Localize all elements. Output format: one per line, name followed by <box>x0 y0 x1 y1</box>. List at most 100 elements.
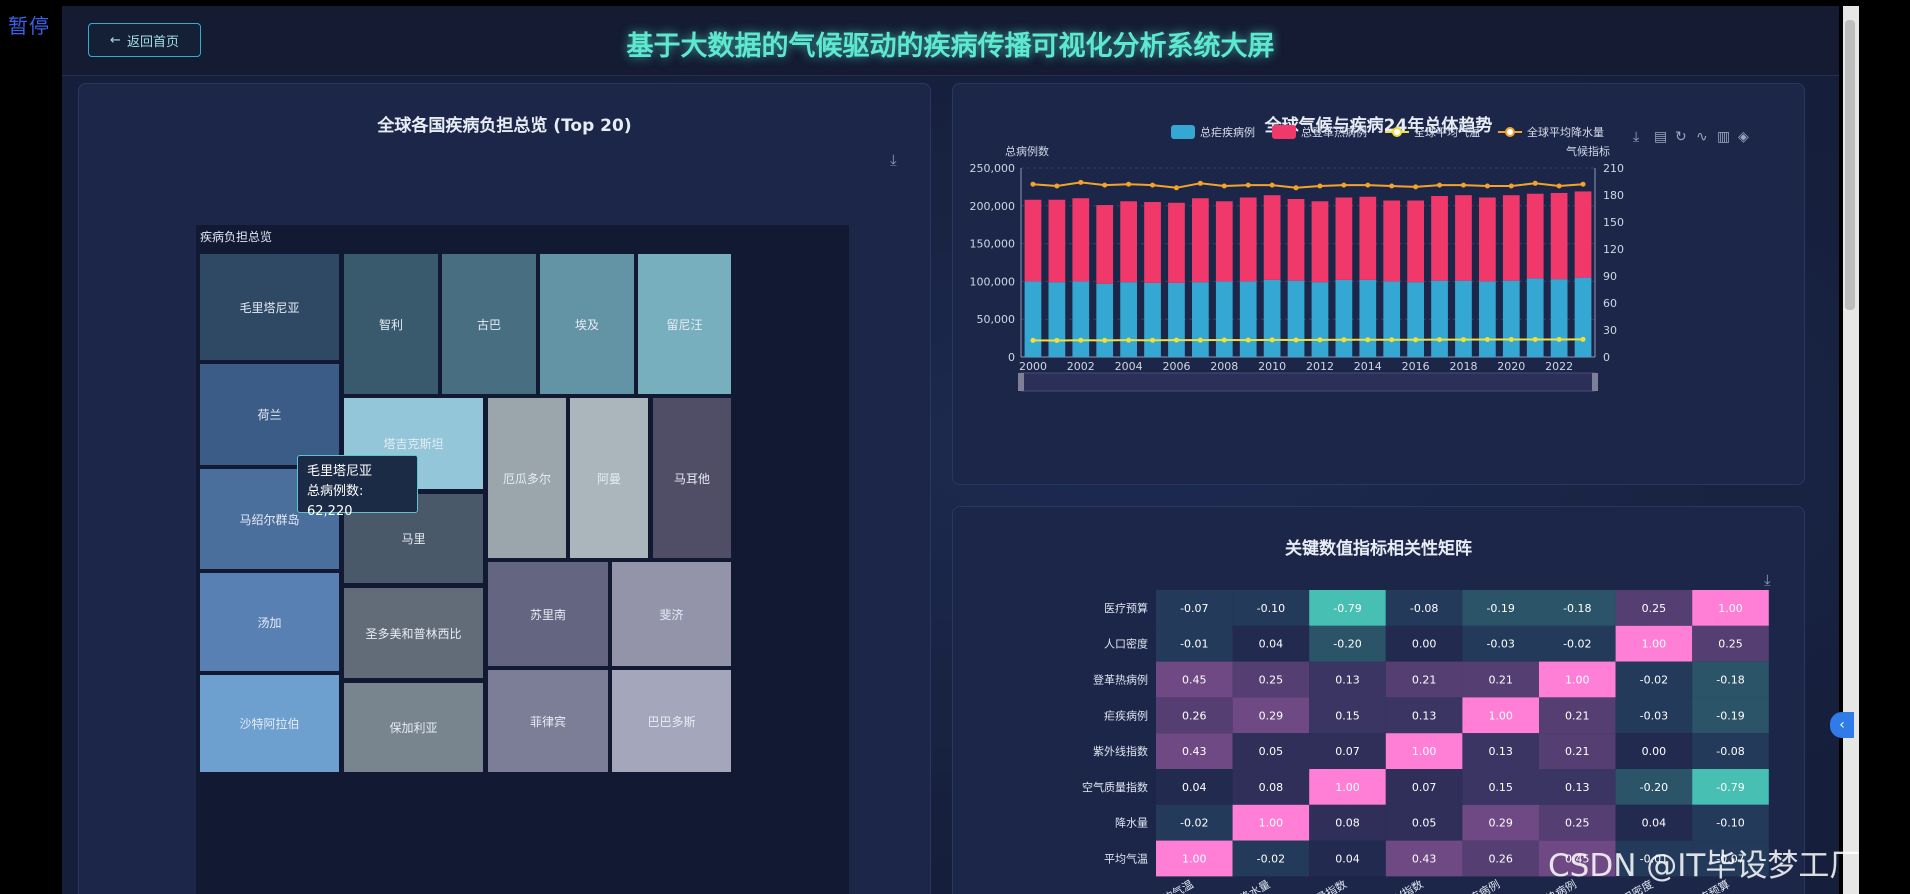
temperature-point[interactable] <box>1508 337 1514 343</box>
heatmap-cell[interactable] <box>1539 590 1616 626</box>
precipitation-point[interactable] <box>1413 184 1419 190</box>
bar-dengue[interactable] <box>1455 195 1472 281</box>
bar-dengue[interactable] <box>1526 193 1544 279</box>
precipitation-point[interactable] <box>1150 182 1156 188</box>
heatmap-cell[interactable] <box>1692 697 1769 734</box>
heatmap-cell[interactable] <box>1462 769 1539 805</box>
treemap-tile[interactable]: 巴巴多斯 <box>612 670 731 772</box>
temperature-point[interactable] <box>1580 336 1586 342</box>
legend-label[interactable]: 总登革热病例 <box>1301 125 1367 139</box>
temperature-point[interactable] <box>1437 337 1443 343</box>
temperature-point[interactable] <box>1413 337 1419 343</box>
treemap-tile[interactable]: 马耳他 <box>653 398 731 558</box>
precipitation-point[interactable] <box>1221 183 1227 189</box>
precipitation-point[interactable] <box>1078 179 1084 185</box>
temperature-point[interactable] <box>1173 337 1179 343</box>
legend-swatch[interactable] <box>1171 125 1195 139</box>
heatmap-cell[interactable] <box>1309 804 1386 841</box>
heatmap-cell[interactable] <box>1462 661 1539 698</box>
data-view-icon[interactable]: ▤ <box>1654 129 1667 145</box>
temperature-point[interactable] <box>1317 337 1323 343</box>
heatmap-cell[interactable] <box>1692 769 1769 805</box>
heatmap-cell[interactable] <box>1309 625 1386 662</box>
back-home-button[interactable]: ← 返回首页 <box>88 23 201 57</box>
heatmap-cell[interactable] <box>1385 590 1463 626</box>
bar-dengue[interactable] <box>1096 205 1114 284</box>
precipitation-point[interactable] <box>1317 183 1323 189</box>
bar-dengue[interactable] <box>1311 201 1329 283</box>
heatmap-cell[interactable] <box>1615 804 1693 841</box>
heatmap-cell[interactable] <box>1309 661 1386 698</box>
temperature-point[interactable] <box>1269 337 1275 343</box>
heatmap-cell[interactable] <box>1615 661 1693 698</box>
precipitation-point[interactable] <box>1508 183 1514 189</box>
heatmap-cell[interactable] <box>1462 697 1539 734</box>
bar-malaria[interactable] <box>1407 282 1424 357</box>
bar-dengue[interactable] <box>1144 202 1161 283</box>
precipitation-point[interactable] <box>1460 182 1466 188</box>
bar-malaria[interactable] <box>1502 280 1520 357</box>
bar-dengue[interactable] <box>1024 199 1042 282</box>
heatmap-cell[interactable] <box>1309 769 1386 805</box>
precipitation-point[interactable] <box>1126 181 1132 187</box>
pause-label[interactable]: 暂停 <box>8 14 50 38</box>
heatmap-cell[interactable] <box>1232 697 1310 734</box>
treemap-breadcrumb[interactable]: 疾病负担总览 <box>200 230 273 244</box>
heatmap-cell[interactable] <box>1385 625 1463 662</box>
bar-malaria[interactable] <box>1455 280 1472 357</box>
bar-dengue[interactable] <box>1431 195 1448 281</box>
treemap-tile[interactable]: 厄瓜多尔 <box>488 398 566 558</box>
heatmap-cell[interactable] <box>1385 733 1463 769</box>
heatmap-cell[interactable] <box>1232 804 1310 841</box>
heatmap-cell[interactable] <box>1539 697 1616 734</box>
temperature-point[interactable] <box>1054 337 1060 343</box>
download-icon[interactable]: ⤓ <box>890 151 897 169</box>
treemap-tile[interactable]: 埃及 <box>540 254 634 394</box>
treemap-tile[interactable]: 古巴 <box>442 254 536 394</box>
bar-dengue[interactable] <box>1215 201 1233 282</box>
bar-dengue[interactable] <box>1287 198 1305 281</box>
heatmap-cell[interactable] <box>1615 840 1693 877</box>
bar-dengue[interactable] <box>1359 196 1377 280</box>
heatmap-cell[interactable] <box>1692 590 1769 626</box>
legend-swatch[interactable] <box>1272 125 1296 139</box>
bar-malaria[interactable] <box>1192 282 1209 357</box>
scrollbar-thumb[interactable] <box>1845 20 1855 310</box>
precipitation-point[interactable] <box>1054 183 1060 189</box>
treemap-tile[interactable]: 马绍尔群岛 <box>200 469 339 569</box>
bar-dengue[interactable] <box>1502 195 1520 281</box>
stack-icon[interactable]: ◈ <box>1738 129 1749 145</box>
bar-malaria[interactable] <box>1263 279 1281 357</box>
heatmap-cell[interactable] <box>1615 733 1693 769</box>
heatmap-cell[interactable] <box>1156 769 1233 805</box>
temperature-point[interactable] <box>1484 337 1490 343</box>
heatmap-cell[interactable] <box>1156 733 1233 769</box>
heatmap-cell[interactable] <box>1692 661 1769 698</box>
heatmap-cell[interactable] <box>1156 625 1233 662</box>
heatmap-cell[interactable] <box>1156 804 1233 841</box>
treemap-tile[interactable]: 毛里塔尼亚 <box>200 254 339 360</box>
temperature-point[interactable] <box>1556 336 1562 342</box>
precipitation-point[interactable] <box>1245 182 1251 188</box>
bar-malaria[interactable] <box>1287 280 1305 357</box>
heatmap-cell[interactable] <box>1309 733 1386 769</box>
heatmap-cell[interactable] <box>1232 840 1310 877</box>
bar-dengue[interactable] <box>1263 195 1281 280</box>
precipitation-point[interactable] <box>1556 183 1562 189</box>
precipitation-point[interactable] <box>1197 180 1203 186</box>
bar-malaria[interactable] <box>1550 279 1568 357</box>
precipitation-point[interactable] <box>1437 182 1443 188</box>
heatmap-cell[interactable] <box>1692 840 1769 877</box>
heatmap-cell[interactable] <box>1462 804 1539 841</box>
heatmap-cell[interactable] <box>1232 769 1310 805</box>
bar-dengue[interactable] <box>1383 200 1401 282</box>
heatmap-cell[interactable] <box>1692 733 1769 769</box>
treemap-tile[interactable]: 阿曼 <box>570 398 648 558</box>
heatmap-cell[interactable] <box>1539 733 1616 769</box>
heatmap-cell[interactable] <box>1156 840 1233 877</box>
bar-malaria[interactable] <box>1526 278 1544 357</box>
bar-dengue[interactable] <box>1550 192 1568 280</box>
bar-dengue[interactable] <box>1479 197 1496 282</box>
temperature-point[interactable] <box>1341 337 1347 343</box>
heatmap-cell[interactable] <box>1692 625 1769 662</box>
